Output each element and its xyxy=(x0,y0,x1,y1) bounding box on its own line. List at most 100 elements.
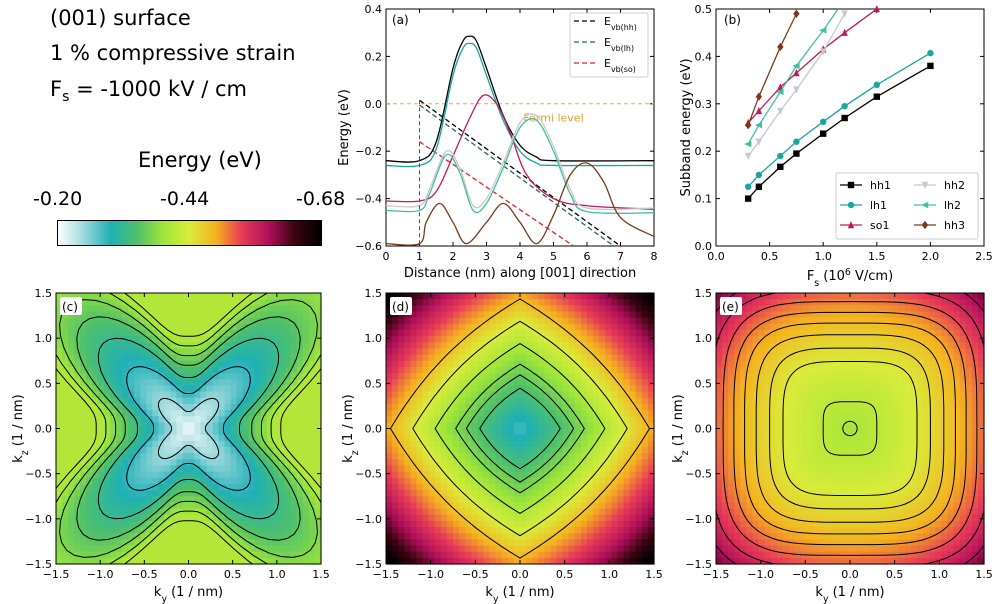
panel-d-heat-cell xyxy=(428,533,436,540)
panel-a-xtick-label: 1 xyxy=(416,250,423,263)
panel-c-heat-cell xyxy=(98,336,105,343)
panel-e-heat-cell xyxy=(740,342,748,350)
panel-d-heat-cell xyxy=(422,465,430,473)
panel-e-heat-cell xyxy=(813,391,821,399)
panel-c-heat-cell xyxy=(152,397,159,405)
panel-d-heat-cell xyxy=(453,434,460,442)
panel-e-heat-cell xyxy=(740,459,748,467)
panel-d-heat-cell xyxy=(507,533,515,540)
panel-c-heat-cell xyxy=(152,391,159,399)
panel-e-heat-cell xyxy=(819,299,827,306)
panel-d-heat-cell xyxy=(599,329,606,337)
panel-d-heat-cell xyxy=(501,453,509,460)
panel-d-heat-cell xyxy=(416,410,424,417)
panel-e-heat-cell xyxy=(716,434,723,442)
panel-c-heat-cell xyxy=(206,403,214,411)
panel-e-heat-cell xyxy=(807,360,815,368)
panel-d-heat-cell xyxy=(392,502,399,510)
panel-e-heat-cell xyxy=(734,373,741,380)
panel-c-heat-cell xyxy=(248,496,256,504)
panel-e-heat-cell xyxy=(746,502,754,510)
panel-d-heat-cell xyxy=(386,391,393,399)
data-point-hh2 xyxy=(820,48,827,56)
panel-d-heat-cell xyxy=(440,539,448,547)
panel-d-heat-cell xyxy=(635,533,643,540)
panel-c-heat-cell xyxy=(314,465,322,473)
panel-d-heat-cell xyxy=(574,533,582,540)
panel-c-heat-cell xyxy=(224,329,232,337)
panel-d-heat-cell xyxy=(513,428,521,436)
panel-d-heat-cell xyxy=(544,410,552,417)
panel-c-heat-cell xyxy=(104,391,111,399)
panel-c-heat-cell xyxy=(170,477,178,485)
panel-e-heat-cell xyxy=(734,502,741,510)
panel-c-heat-cell xyxy=(146,323,153,331)
panel-d-heat-cell xyxy=(465,520,472,528)
panel-d-heat-cell xyxy=(568,299,576,306)
panel-c-heat-cell xyxy=(308,391,316,399)
panel-d-heat-cell xyxy=(629,379,637,386)
panel-c-heat-cell xyxy=(116,305,123,313)
panel-c-heat-cell xyxy=(230,323,238,331)
panel-c-heat-cell xyxy=(56,422,63,430)
panel-d-heat-cell xyxy=(495,465,503,473)
panel-e-heat-cell xyxy=(764,428,772,436)
panel-c-heat-cell xyxy=(284,551,292,559)
panel-c-heat-cell xyxy=(248,360,256,368)
panel-d-heat-cell xyxy=(422,329,430,337)
panel-c-heat-cell xyxy=(56,348,63,356)
panel-d-heat-cell xyxy=(611,397,619,405)
panel-c-heat-cell xyxy=(290,483,298,491)
panel-c-heat-cell xyxy=(218,490,226,497)
panel-d-heat-cell xyxy=(428,317,436,325)
panel-c-heat-cell xyxy=(206,483,214,491)
panel-c-heat-cell xyxy=(308,520,316,528)
panel-c-heat-cell xyxy=(272,520,280,528)
panel-d-heat-cell xyxy=(440,323,448,331)
panel-d-heat-cell xyxy=(538,514,545,522)
panel-c-heat-cell xyxy=(308,533,316,540)
panel-c-heat-cell xyxy=(62,539,69,547)
panel-d-heat-cell xyxy=(641,354,649,362)
panel-d-heat-cell xyxy=(465,336,472,343)
panel-c-heat-cell xyxy=(284,483,292,491)
panel-d-heat-cell xyxy=(398,391,405,399)
panel-c-heat-cell xyxy=(128,385,135,393)
panel-c-heat-cell xyxy=(140,527,147,534)
panel-c-heat-cell xyxy=(272,329,280,337)
panel-e-heat-cell xyxy=(801,520,808,528)
panel-c-heat-cell xyxy=(230,446,238,454)
panel-c-heat-cell xyxy=(146,416,153,423)
panel-d-heat-cell xyxy=(580,471,588,479)
panel-c-heat-cell xyxy=(158,317,166,325)
panel-e-heat-cell xyxy=(795,403,802,411)
panel-b-legend-box xyxy=(835,172,979,240)
panel-d-heat-cell xyxy=(416,373,424,380)
panel-e-heat-cell xyxy=(776,514,784,522)
panel-d-heat-cell xyxy=(434,527,442,534)
panel-d-heat-cell xyxy=(593,397,600,405)
panel-d-heat-cell xyxy=(386,422,393,430)
panel-d-heat-cell xyxy=(434,508,442,516)
panel-e-heat-cell xyxy=(770,502,778,510)
panel-c-heat-cell xyxy=(266,440,274,448)
panel-c-heat-cell xyxy=(194,416,202,423)
panel-e-heat-cell xyxy=(776,410,784,417)
data-point-lh1 xyxy=(841,102,848,110)
panel-c-heat-cell xyxy=(218,459,226,467)
panel-c-heat-cell xyxy=(266,533,274,540)
panel-c-heat-cell xyxy=(98,477,105,485)
panel-c-heat-cell xyxy=(170,551,178,559)
panel-c-heat-cell xyxy=(314,440,322,448)
panel-d-heat-cell xyxy=(635,557,643,565)
panel-d-heat-cell xyxy=(629,428,637,436)
panel-c-heat-cell xyxy=(284,342,292,350)
panel-c-heat-cell xyxy=(194,317,202,325)
panel-e-heat-cell xyxy=(789,342,796,350)
panel-c-heat-cell xyxy=(284,422,292,430)
panel-c-heat-cell xyxy=(146,483,153,491)
panel-d-heat-cell xyxy=(562,373,570,380)
panel-c-heat-cell xyxy=(80,366,87,374)
panel-c-heat-cell xyxy=(266,508,274,516)
panel-d-heat-cell xyxy=(593,348,600,356)
